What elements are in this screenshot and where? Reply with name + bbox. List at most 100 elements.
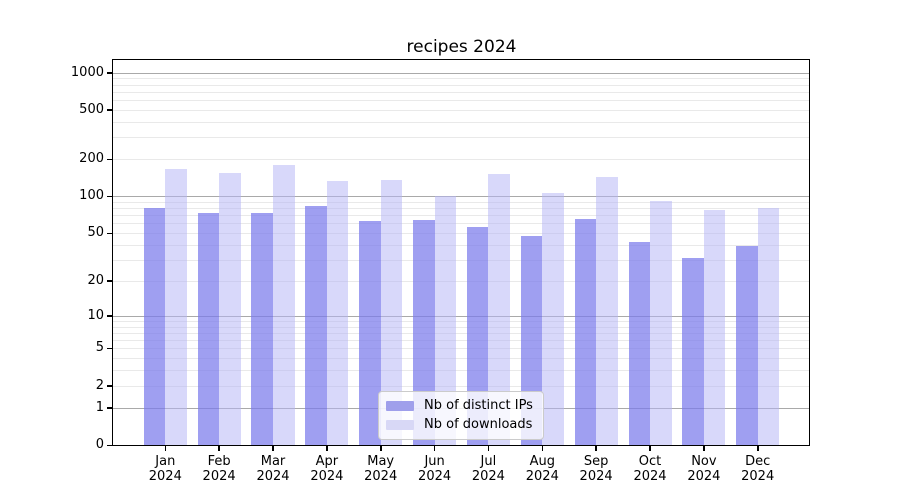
x-tick-year-apr: 2024 bbox=[310, 469, 344, 484]
bar-distinct-ips-apr bbox=[305, 205, 327, 445]
bar-downloads-feb bbox=[219, 173, 241, 445]
y-gridline-minor-80 bbox=[113, 208, 809, 210]
chart-title: recipes 2024 bbox=[406, 37, 517, 57]
y-gridline-minor-700 bbox=[113, 91, 809, 93]
x-tick-year-nov: 2024 bbox=[687, 469, 721, 484]
y-gridline-major-10 bbox=[113, 315, 809, 317]
y-gridline-minor-3 bbox=[113, 370, 809, 372]
x-tick-mark-aug bbox=[541, 446, 543, 451]
y-tick-mark-2 bbox=[107, 385, 113, 387]
x-tick-year-oct: 2024 bbox=[633, 469, 667, 484]
x-tick-label-feb: Feb 2024 bbox=[189, 454, 249, 484]
x-tick-mark-jan bbox=[164, 446, 166, 451]
y-tick-mark-500 bbox=[107, 109, 113, 111]
y-gridline-minor-200 bbox=[113, 159, 809, 161]
y-tick-mark-20 bbox=[107, 280, 113, 282]
bar-distinct-ips-feb bbox=[197, 213, 220, 445]
bar-distinct-ips-dec bbox=[736, 246, 758, 445]
y-gridline-minor-6 bbox=[113, 340, 809, 342]
y-tick-mark-100 bbox=[107, 195, 113, 198]
y-gridline-major-100 bbox=[113, 196, 809, 198]
legend-entry-downloads: Nb of downloads bbox=[386, 417, 533, 433]
y-gridline-minor-70 bbox=[113, 215, 809, 217]
bar-distinct-ips-oct bbox=[628, 242, 650, 445]
legend: Nb of distinct IPs Nb of downloads bbox=[378, 391, 544, 440]
y-gridline-minor-600 bbox=[113, 100, 809, 102]
x-tick-mark-jul bbox=[487, 446, 490, 451]
x-tick-year-jun: 2024 bbox=[418, 469, 452, 484]
y-tick-mark-1000 bbox=[107, 72, 113, 74]
x-tick-year-sep: 2024 bbox=[579, 469, 613, 484]
y-gridline-minor-9 bbox=[113, 320, 809, 322]
y-gridline-minor-8 bbox=[113, 326, 809, 328]
x-tick-mark-feb bbox=[218, 446, 220, 451]
x-tick-mark-jun bbox=[433, 446, 436, 451]
y-tick-mark-5 bbox=[107, 347, 113, 350]
x-tick-label-mar: Mar 2024 bbox=[243, 454, 303, 484]
bar-distinct-ips-jun bbox=[413, 220, 435, 445]
y-tick-label-500: 500 bbox=[79, 101, 104, 117]
x-tick-mark-oct bbox=[649, 446, 651, 451]
y-tick-label-1000: 1000 bbox=[70, 64, 104, 80]
x-tick-year-dec: 2024 bbox=[741, 469, 775, 484]
y-tick-mark-1 bbox=[107, 407, 113, 409]
bar-downloads-oct bbox=[650, 200, 672, 445]
x-tick-year-feb: 2024 bbox=[202, 469, 236, 484]
y-tick-label-20: 20 bbox=[87, 272, 104, 288]
bar-downloads-dec bbox=[757, 208, 780, 445]
bar-distinct-ips-jul bbox=[466, 227, 489, 445]
y-gridline-minor-50 bbox=[113, 233, 809, 235]
x-tick-label-jun: Jun 2024 bbox=[405, 454, 465, 484]
x-tick-year-may: 2024 bbox=[364, 469, 398, 484]
bar-distinct-ips-jan bbox=[143, 207, 166, 445]
bar-distinct-ips-nov bbox=[682, 258, 704, 445]
y-gridline-minor-7 bbox=[113, 332, 809, 334]
y-gridline-minor-500 bbox=[113, 109, 809, 111]
y-gridline-minor-90 bbox=[113, 201, 809, 203]
y-tick-mark-50 bbox=[107, 232, 113, 235]
x-tick-mark-apr bbox=[326, 446, 328, 451]
x-tick-label-nov: Nov 2024 bbox=[674, 454, 734, 484]
x-tick-label-may: May 2024 bbox=[351, 454, 411, 484]
legend-label-downloads: Nb of downloads bbox=[424, 417, 533, 432]
bar-downloads-sep bbox=[596, 176, 618, 445]
y-gridline-minor-300 bbox=[113, 137, 809, 139]
x-tick-label-jan: Jan 2024 bbox=[135, 454, 195, 484]
x-tick-label-sep: Sep 2024 bbox=[566, 454, 626, 484]
bar-downloads-aug bbox=[542, 192, 564, 445]
bar-downloads-jul bbox=[488, 173, 510, 445]
bar-distinct-ips-may bbox=[359, 220, 381, 445]
x-tick-label-aug: Aug 2024 bbox=[512, 454, 572, 484]
x-tick-mark-nov bbox=[703, 446, 705, 451]
grid-layer bbox=[113, 60, 809, 445]
y-gridline-minor-2 bbox=[113, 385, 809, 387]
y-tick-label-5: 5 bbox=[95, 340, 104, 356]
legend-swatch-downloads-icon bbox=[386, 420, 414, 430]
y-gridline-minor-800 bbox=[113, 84, 809, 86]
x-tick-year-mar: 2024 bbox=[256, 469, 290, 484]
y-gridline-minor-30 bbox=[113, 259, 809, 261]
bar-downloads-mar bbox=[273, 165, 295, 445]
x-tick-mark-dec bbox=[757, 446, 759, 451]
y-tick-label-10: 10 bbox=[87, 307, 104, 323]
bar-downloads-jan bbox=[165, 168, 187, 445]
y-tick-mark-0 bbox=[107, 444, 113, 446]
x-tick-mark-may bbox=[380, 446, 382, 451]
y-tick-label-200: 200 bbox=[79, 151, 104, 167]
y-tick-label-50: 50 bbox=[87, 225, 104, 241]
y-tick-label-1: 1 bbox=[95, 399, 104, 415]
y-tick-label-2: 2 bbox=[95, 377, 104, 393]
plot-area: Nb of distinct IPs Nb of downloads bbox=[112, 59, 810, 446]
y-gridline-minor-4 bbox=[113, 358, 809, 360]
bar-downloads-apr bbox=[326, 180, 349, 445]
bars-layer bbox=[113, 60, 809, 445]
y-tick-mark-200 bbox=[107, 158, 113, 161]
y-tick-label-0: 0 bbox=[95, 437, 104, 452]
y-gridline-minor-60 bbox=[113, 223, 809, 225]
bar-distinct-ips-mar bbox=[251, 213, 273, 445]
bar-downloads-may bbox=[380, 180, 403, 445]
y-gridline-minor-5 bbox=[113, 348, 809, 350]
bar-distinct-ips-sep bbox=[574, 219, 597, 445]
x-tick-label-jul: Jul 2024 bbox=[458, 454, 518, 484]
